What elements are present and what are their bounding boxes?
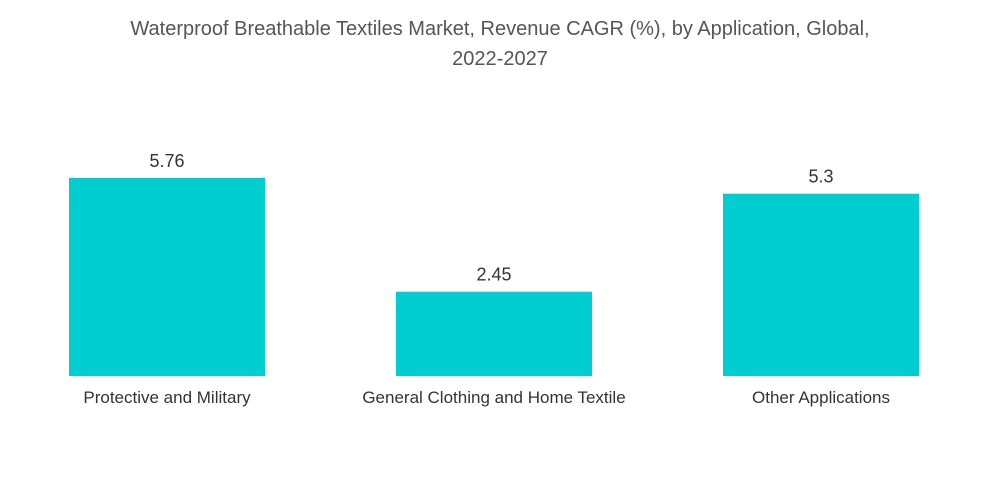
bar-1 <box>69 177 265 376</box>
bar-3 <box>723 193 919 376</box>
value-label-2: 2.45 <box>476 265 511 285</box>
chart-title: Waterproof Breathable Textiles Market, R… <box>0 14 1000 74</box>
category-label-2: General Clothing and Home Textile <box>362 388 625 407</box>
category-label-1: Protective and Military <box>83 388 251 407</box>
value-label-1: 5.76 <box>149 151 184 171</box>
chart-title-line-2: 2022-2027 <box>452 48 548 70</box>
bar-2 <box>396 291 592 376</box>
category-label-3: Other Applications <box>752 388 890 407</box>
value-label-3: 5.3 <box>808 167 833 187</box>
chart-title-line-1: Waterproof Breathable Textiles Market, R… <box>130 18 870 40</box>
